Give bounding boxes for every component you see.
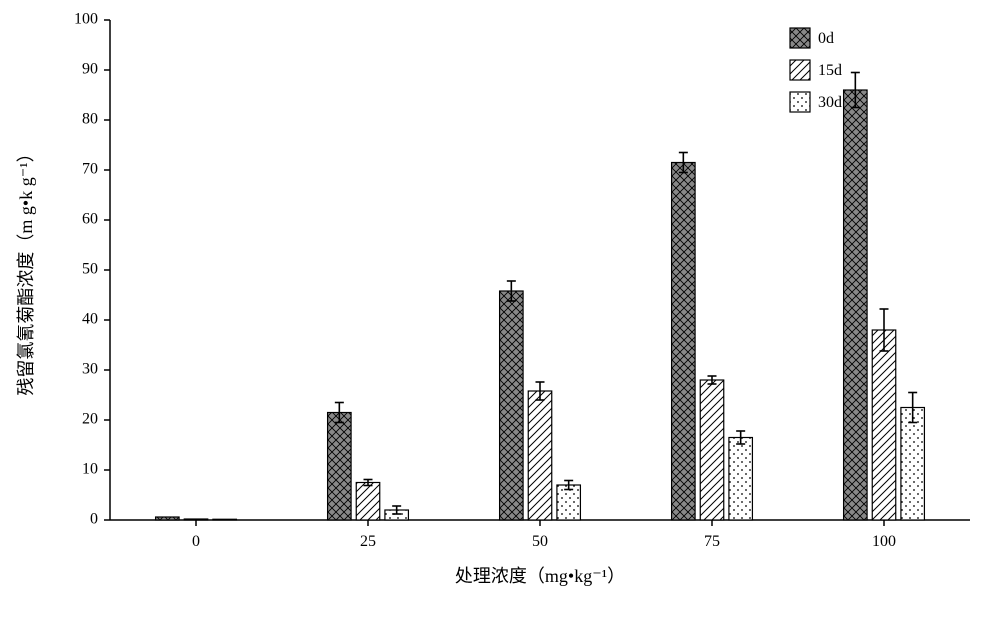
y-tick-label: 90 [82,61,98,78]
y-tick-label: 80 [82,111,98,128]
y-axis-label: 残留氯氰菊酯浓度（m g•k g⁻¹） [16,144,36,395]
y-tick-label: 100 [74,11,98,28]
bar [729,438,753,521]
legend-swatch [790,28,810,48]
x-axis-label: 处理浓度（mg•kg⁻¹） [455,566,625,586]
y-tick-label: 50 [82,261,98,278]
bar [700,380,724,520]
bar [500,291,524,520]
x-tick-label: 25 [360,533,376,550]
legend-swatch [790,92,810,112]
legend-label: 30d [818,94,842,111]
y-tick-label: 70 [82,161,98,178]
bar-chart: 0 10 20 30 40 50 60 70 80 90 100 0 25 50 75 100 残留氯氰菊酯浓度… [0,0,1000,624]
x-tick-label: 50 [532,533,548,550]
x-tick-label: 100 [872,533,896,550]
legend-swatch [790,60,810,80]
legend-label: 0d [818,30,834,47]
y-tick-label: 40 [82,311,98,328]
bar [356,483,380,521]
y-tick-label: 30 [82,361,98,378]
x-tick-label: 75 [704,533,720,550]
bar [872,330,896,520]
bar [672,163,696,521]
bar [156,517,180,520]
bar [901,408,925,521]
bar [528,391,552,520]
y-tick-label: 10 [82,461,98,478]
chart-container: 0 10 20 30 40 50 60 70 80 90 100 0 25 50 75 100 残留氯氰菊酯浓度… [0,0,1000,624]
bar [213,519,237,520]
y-tick-label: 20 [82,411,98,428]
bar [328,413,352,521]
bar [844,90,868,520]
y-tick-label: 0 [90,511,98,528]
y-tick-label: 60 [82,211,98,228]
bar [184,519,208,520]
x-tick-label: 0 [192,533,200,550]
legend-label: 15d [818,62,842,79]
